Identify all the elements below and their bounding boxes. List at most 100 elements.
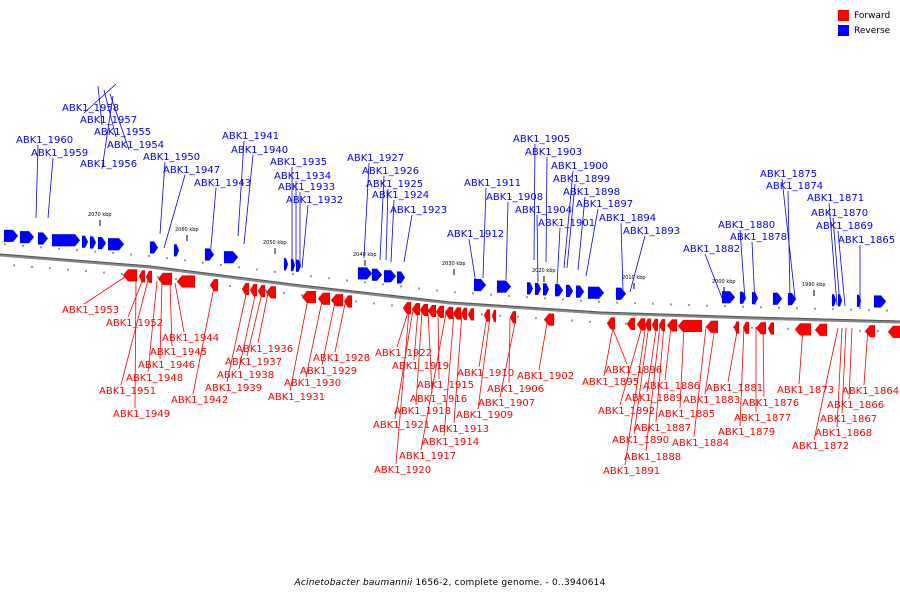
reverse-gene-arrow[interactable] xyxy=(773,292,782,305)
gene-label[interactable]: ABK1_1923 xyxy=(390,205,447,216)
reverse-gene-arrow[interactable] xyxy=(722,291,735,304)
gene-label[interactable]: ABK1_1869 xyxy=(816,221,873,232)
forward-gene-arrow[interactable] xyxy=(428,304,436,317)
reverse-gene-arrow[interactable] xyxy=(535,282,541,295)
gene-label[interactable]: ABK1_1865 xyxy=(838,235,895,246)
gene-label[interactable]: ABK1_1951 xyxy=(99,386,156,397)
reverse-gene-arrow[interactable] xyxy=(291,259,295,272)
gene-label[interactable]: ABK1_1912 xyxy=(447,229,504,240)
reverse-gene-arrow[interactable] xyxy=(838,294,842,307)
forward-gene-arrow[interactable] xyxy=(706,320,718,333)
reverse-gene-arrow[interactable] xyxy=(20,231,34,244)
gene-label[interactable]: ABK1_1887 xyxy=(634,423,691,434)
reverse-gene-arrow[interactable] xyxy=(224,251,238,264)
gene-label[interactable]: ABK1_1892 xyxy=(598,406,655,417)
forward-gene-arrow[interactable] xyxy=(461,307,467,320)
gene-label[interactable]: ABK1_1955 xyxy=(94,127,151,138)
gene-label[interactable]: ABK1_1907 xyxy=(478,398,535,409)
gene-label[interactable]: ABK1_1945 xyxy=(150,347,207,358)
gene-label[interactable]: ABK1_1906 xyxy=(487,384,544,395)
forward-gene-arrow[interactable] xyxy=(177,275,195,288)
forward-gene-arrow[interactable] xyxy=(146,270,152,283)
reverse-gene-arrow[interactable] xyxy=(588,286,604,299)
reverse-gene-arrow[interactable] xyxy=(397,271,405,284)
forward-gene-arrow[interactable] xyxy=(768,322,774,335)
reverse-gene-arrow[interactable] xyxy=(296,259,301,272)
gene-label[interactable]: ABK1_1910 xyxy=(457,368,514,379)
gene-label[interactable]: ABK1_1948 xyxy=(126,373,183,384)
gene-label[interactable]: ABK1_1941 xyxy=(222,131,279,142)
reverse-gene-arrow[interactable] xyxy=(740,291,746,304)
gene-label[interactable]: ABK1_1902 xyxy=(517,371,574,382)
gene-label[interactable]: ABK1_1868 xyxy=(815,428,872,439)
forward-gene-arrow[interactable] xyxy=(652,318,658,331)
gene-label[interactable]: ABK1_1873 xyxy=(777,385,834,396)
gene-label[interactable]: ABK1_1878 xyxy=(730,232,787,243)
gene-label[interactable]: ABK1_1927 xyxy=(347,153,404,164)
reverse-gene-arrow[interactable] xyxy=(82,235,88,248)
forward-gene-arrow[interactable] xyxy=(412,303,420,316)
forward-gene-arrow[interactable] xyxy=(678,320,702,332)
gene-label[interactable]: ABK1_1930 xyxy=(284,378,341,389)
gene-label[interactable]: ABK1_1953 xyxy=(62,305,119,316)
forward-gene-arrow[interactable] xyxy=(250,284,257,297)
forward-gene-arrow[interactable] xyxy=(445,306,453,319)
forward-gene-arrow[interactable] xyxy=(544,313,554,326)
reverse-gene-arrow[interactable] xyxy=(616,287,626,300)
forward-gene-arrow[interactable] xyxy=(210,279,218,292)
reverse-gene-arrow[interactable] xyxy=(98,237,106,250)
gene-label[interactable]: ABK1_1913 xyxy=(432,424,489,435)
forward-gene-arrow[interactable] xyxy=(659,319,665,332)
gene-label[interactable]: ABK1_1872 xyxy=(792,441,849,452)
gene-label[interactable]: ABK1_1891 xyxy=(603,466,660,477)
gene-label[interactable]: ABK1_1877 xyxy=(734,413,791,424)
reverse-gene-arrow[interactable] xyxy=(527,282,533,295)
gene-label[interactable]: ABK1_1950 xyxy=(143,152,200,163)
forward-gene-arrow[interactable] xyxy=(492,309,496,322)
forward-gene-arrow[interactable] xyxy=(266,286,276,299)
gene-label[interactable]: ABK1_1879 xyxy=(718,427,775,438)
reverse-gene-arrow[interactable] xyxy=(90,236,96,249)
forward-gene-arrow[interactable] xyxy=(468,308,474,321)
forward-gene-arrow[interactable] xyxy=(667,319,677,332)
forward-gene-arrow[interactable] xyxy=(344,295,352,308)
reverse-gene-arrow[interactable] xyxy=(474,279,486,291)
reverse-gene-arrow[interactable] xyxy=(566,284,573,297)
reverse-gene-arrow[interactable] xyxy=(874,295,886,308)
reverse-gene-arrow[interactable] xyxy=(4,229,18,242)
gene-label[interactable]: ABK1_1937 xyxy=(225,357,282,368)
reverse-gene-arrow[interactable] xyxy=(857,294,861,307)
gene-label[interactable]: ABK1_1880 xyxy=(718,220,775,231)
gene-label[interactable]: ABK1_1924 xyxy=(372,190,429,201)
gene-label[interactable]: ABK1_1882 xyxy=(683,244,740,255)
gene-label[interactable]: ABK1_1918 xyxy=(394,406,451,417)
gene-label[interactable]: ABK1_1946 xyxy=(138,360,195,371)
gene-label[interactable]: ABK1_1919 xyxy=(392,361,449,372)
reverse-gene-arrow[interactable] xyxy=(832,294,836,307)
gene-label[interactable]: ABK1_1889 xyxy=(625,393,682,404)
forward-gene-arrow[interactable] xyxy=(453,307,461,320)
gene-label[interactable]: ABK1_1915 xyxy=(417,380,474,391)
gene-label[interactable]: ABK1_1884 xyxy=(672,438,729,449)
gene-label[interactable]: ABK1_1940 xyxy=(231,145,288,156)
gene-label[interactable]: ABK1_1898 xyxy=(563,187,620,198)
gene-label[interactable]: ABK1_1885 xyxy=(658,409,715,420)
gene-label[interactable]: ABK1_1883 xyxy=(683,395,740,406)
reverse-gene-arrow[interactable] xyxy=(788,293,796,306)
gene-label[interactable]: ABK1_1894 xyxy=(599,213,656,224)
forward-gene-arrow[interactable] xyxy=(318,292,330,305)
reverse-gene-arrow[interactable] xyxy=(752,292,758,305)
gene-label[interactable]: ABK1_1899 xyxy=(553,174,610,185)
gene-label[interactable]: ABK1_1916 xyxy=(410,394,467,405)
gene-label[interactable]: ABK1_1933 xyxy=(278,182,335,193)
forward-gene-arrow[interactable] xyxy=(645,318,651,331)
forward-gene-arrow[interactable] xyxy=(403,302,411,315)
gene-label[interactable]: ABK1_1944 xyxy=(162,333,219,344)
reverse-gene-arrow[interactable] xyxy=(543,283,549,296)
gene-label[interactable]: ABK1_1921 xyxy=(373,420,430,431)
gene-label[interactable]: ABK1_1957 xyxy=(80,115,137,126)
reverse-gene-arrow[interactable] xyxy=(576,285,584,298)
gene-label[interactable]: ABK1_1936 xyxy=(236,344,293,355)
gene-label[interactable]: ABK1_1886 xyxy=(643,381,700,392)
gene-label[interactable]: ABK1_1956 xyxy=(80,159,137,170)
